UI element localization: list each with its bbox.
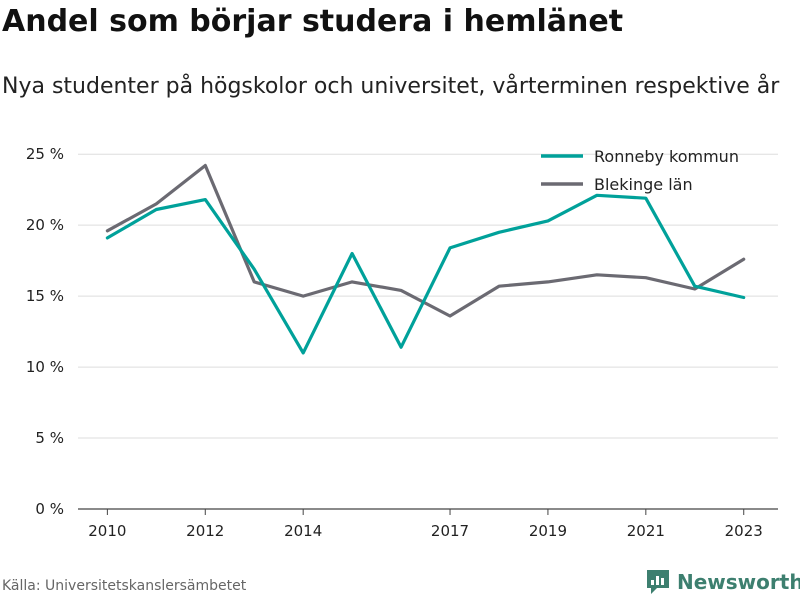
chart-subtitle: Nya studenter på högskolor och universit…	[2, 74, 780, 99]
series-line-blekinge-l-n	[105, 163, 746, 318]
newsworthy-logo-icon	[647, 570, 669, 594]
y-tick-label: 0 %	[35, 500, 64, 518]
y-tick-label: 20 %	[26, 216, 64, 234]
x-tick-label: 2014	[284, 522, 322, 540]
brand-name: Newsworthy	[677, 570, 800, 594]
x-tick-label: 2017	[431, 522, 469, 540]
legend-label: Ronneby kommun	[594, 147, 739, 166]
x-tick-label: 2012	[186, 522, 224, 540]
y-tick-label: 5 %	[35, 429, 64, 447]
brand-logo: Newsworthy	[645, 568, 800, 596]
x-tick-label: 2010	[88, 522, 126, 540]
series-line-ronneby-kommun	[105, 193, 746, 355]
y-tick-label: 10 %	[26, 358, 64, 376]
legend-label: Blekinge län	[594, 175, 693, 194]
x-tick-label: 2019	[529, 522, 567, 540]
chart-title: Andel som börjar studera i hemlänet	[2, 4, 624, 39]
y-tick-label: 15 %	[26, 287, 64, 305]
x-tick-label: 2023	[725, 522, 763, 540]
y-tick-label: 25 %	[26, 145, 64, 163]
source-note: Källa: Universitetskanslersämbetet	[2, 578, 247, 594]
x-tick-label: 2021	[627, 522, 665, 540]
